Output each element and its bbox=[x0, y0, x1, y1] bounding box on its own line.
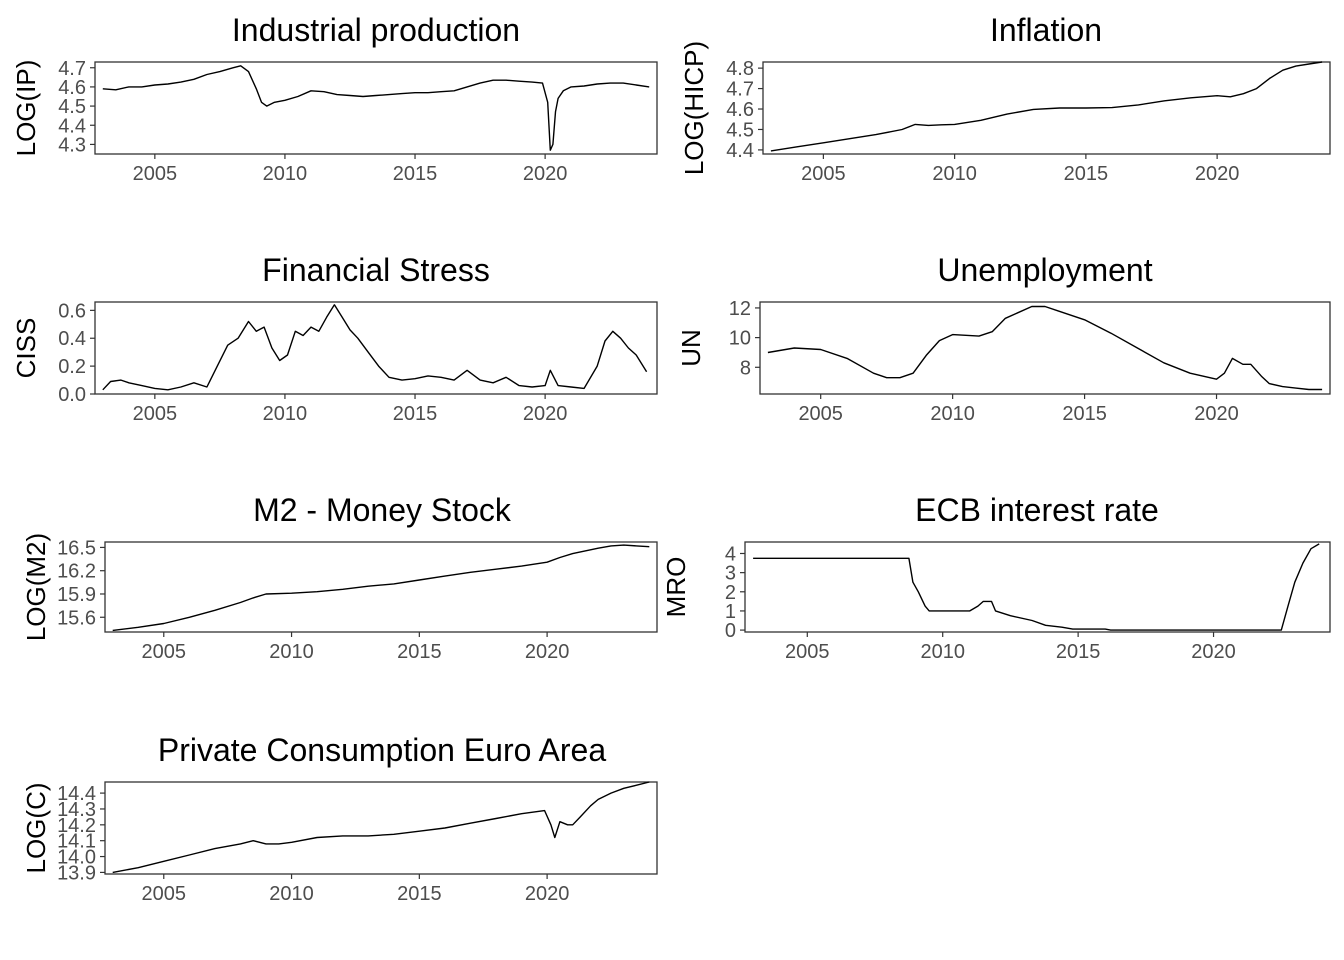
y-tick-label: 3 bbox=[725, 563, 736, 585]
x-tick-label: 2015 bbox=[397, 883, 442, 905]
y-tick-label: 16.5 bbox=[57, 537, 96, 559]
y-tick-label: 0.4 bbox=[58, 328, 86, 350]
panel-private-consumption: Private Consumption Euro Area LOG(C) 2005 2… bbox=[21, 732, 658, 905]
y-tick-label: 15.9 bbox=[57, 584, 96, 606]
series-line bbox=[102, 304, 648, 391]
y-tick-label: 4.5 bbox=[726, 119, 754, 141]
y-tick-label: 14.1 bbox=[57, 831, 96, 853]
panel-border bbox=[104, 781, 658, 875]
x-tick-label: 2010 bbox=[930, 403, 975, 425]
chart-title: M2 - Money Stock bbox=[253, 492, 512, 528]
chart-title: Unemployment bbox=[937, 252, 1152, 288]
y-tick-label: 4.5 bbox=[58, 96, 86, 118]
panel-border bbox=[94, 61, 658, 155]
panel-border bbox=[104, 541, 658, 633]
series-line bbox=[770, 61, 1323, 152]
panel-m2-money-stock: M2 - Money Stock LOG(M2) 2005 2010 2015 2020 1… bbox=[21, 492, 658, 663]
x-tick-label: 2005 bbox=[133, 403, 178, 425]
y-tick-label: 15.6 bbox=[57, 607, 96, 629]
y-tick-label: 4.6 bbox=[726, 99, 754, 121]
x-tick-label: 2020 bbox=[525, 641, 570, 663]
series-line bbox=[112, 544, 650, 632]
y-tick-label: 4.4 bbox=[58, 115, 86, 137]
y-tick-label: 0 bbox=[725, 620, 736, 642]
panel-border bbox=[762, 61, 1331, 155]
y-tick-label: 14.2 bbox=[57, 815, 96, 837]
x-tick-label: 2005 bbox=[798, 403, 843, 425]
x-tick-label: 2010 bbox=[932, 163, 977, 185]
panel-unemployment: Unemployment UN 2005 2010 2015 2020 8 10 12 bbox=[676, 252, 1331, 425]
y-axis-label: UN bbox=[676, 329, 706, 367]
chart-title: Inflation bbox=[990, 12, 1102, 48]
y-axis-label: LOG(HICP) bbox=[679, 41, 709, 175]
y-tick-label: 8 bbox=[740, 357, 751, 379]
y-tick-label: 4.6 bbox=[58, 77, 86, 99]
x-tick-label: 2010 bbox=[263, 403, 308, 425]
y-tick-label: 12 bbox=[729, 298, 751, 320]
x-tick-label: 2010 bbox=[269, 883, 314, 905]
y-tick-label: 10 bbox=[729, 328, 751, 350]
panel-ecb-interest-rate: ECB interest rate MRO 2005 2010 2015 2020 0123… bbox=[661, 492, 1331, 663]
chart-title: ECB interest rate bbox=[915, 492, 1159, 528]
x-tick-label: 2015 bbox=[397, 641, 442, 663]
chart-title: Financial Stress bbox=[262, 252, 490, 288]
y-tick-label: 2 bbox=[725, 582, 736, 604]
y-tick-label: 0.6 bbox=[58, 300, 86, 322]
chart-title: Private Consumption Euro Area bbox=[158, 732, 606, 768]
x-tick-label: 2020 bbox=[523, 163, 568, 185]
panel-border bbox=[744, 541, 1331, 633]
x-tick-label: 2015 bbox=[1056, 641, 1101, 663]
y-tick-label: 14.3 bbox=[57, 799, 96, 821]
y-tick-label: 4.3 bbox=[58, 134, 86, 156]
chart-title: Industrial production bbox=[232, 12, 520, 48]
x-tick-label: 2015 bbox=[1064, 163, 1109, 185]
y-tick-label: 4 bbox=[725, 543, 736, 565]
panel-financial-stress: Financial Stress CISS 2005 2010 2015 2020 0.0 0… bbox=[11, 252, 658, 425]
panel-inflation: Inflation LOG(HICP) 2005 2010 2015 2020 4.44.5… bbox=[679, 12, 1331, 185]
x-tick-label: 2015 bbox=[393, 163, 438, 185]
x-tick-label: 2010 bbox=[920, 641, 965, 663]
series-line bbox=[767, 305, 1323, 391]
y-tick-label: 4.7 bbox=[58, 58, 86, 80]
y-axis-label: LOG(C) bbox=[21, 783, 51, 874]
x-tick-label: 2005 bbox=[142, 641, 187, 663]
x-tick-label: 2020 bbox=[1191, 641, 1236, 663]
x-tick-label: 2015 bbox=[393, 403, 438, 425]
x-tick-label: 2010 bbox=[269, 641, 314, 663]
x-tick-label: 2020 bbox=[523, 403, 568, 425]
y-tick-label: 4.7 bbox=[726, 79, 754, 101]
y-axis-label: LOG(IP) bbox=[11, 60, 41, 157]
y-tick-label: 1 bbox=[725, 601, 736, 623]
panel-industrial-production: Industrial production LOG(IP) 2005 2010 2015… bbox=[11, 12, 658, 185]
y-tick-label: 0.2 bbox=[58, 356, 86, 378]
y-tick-label: 4.8 bbox=[726, 58, 754, 80]
series-line bbox=[102, 65, 650, 151]
x-tick-label: 2005 bbox=[142, 883, 187, 905]
y-axis-label: MRO bbox=[661, 557, 691, 618]
panel-border bbox=[94, 301, 658, 395]
y-tick-label: 14.0 bbox=[57, 847, 96, 869]
y-tick-label: 0.0 bbox=[58, 384, 86, 406]
series-line bbox=[112, 781, 650, 874]
x-tick-label: 2020 bbox=[1195, 163, 1240, 185]
y-axis-label: LOG(M2) bbox=[21, 533, 51, 641]
x-tick-label: 2015 bbox=[1062, 403, 1107, 425]
y-tick-label: 4.4 bbox=[726, 140, 754, 162]
x-tick-label: 2005 bbox=[801, 163, 846, 185]
y-tick-label: 13.9 bbox=[57, 862, 96, 884]
series-line bbox=[753, 543, 1320, 631]
x-tick-label: 2020 bbox=[525, 883, 570, 905]
x-tick-label: 2005 bbox=[133, 163, 178, 185]
y-tick-label: 16.2 bbox=[57, 561, 96, 583]
x-tick-label: 2020 bbox=[1194, 403, 1239, 425]
y-tick-label: 14.4 bbox=[57, 783, 96, 805]
x-tick-label: 2010 bbox=[263, 163, 308, 185]
x-tick-label: 2005 bbox=[785, 641, 830, 663]
y-axis-label: CISS bbox=[11, 318, 41, 379]
panel-border bbox=[759, 301, 1331, 395]
